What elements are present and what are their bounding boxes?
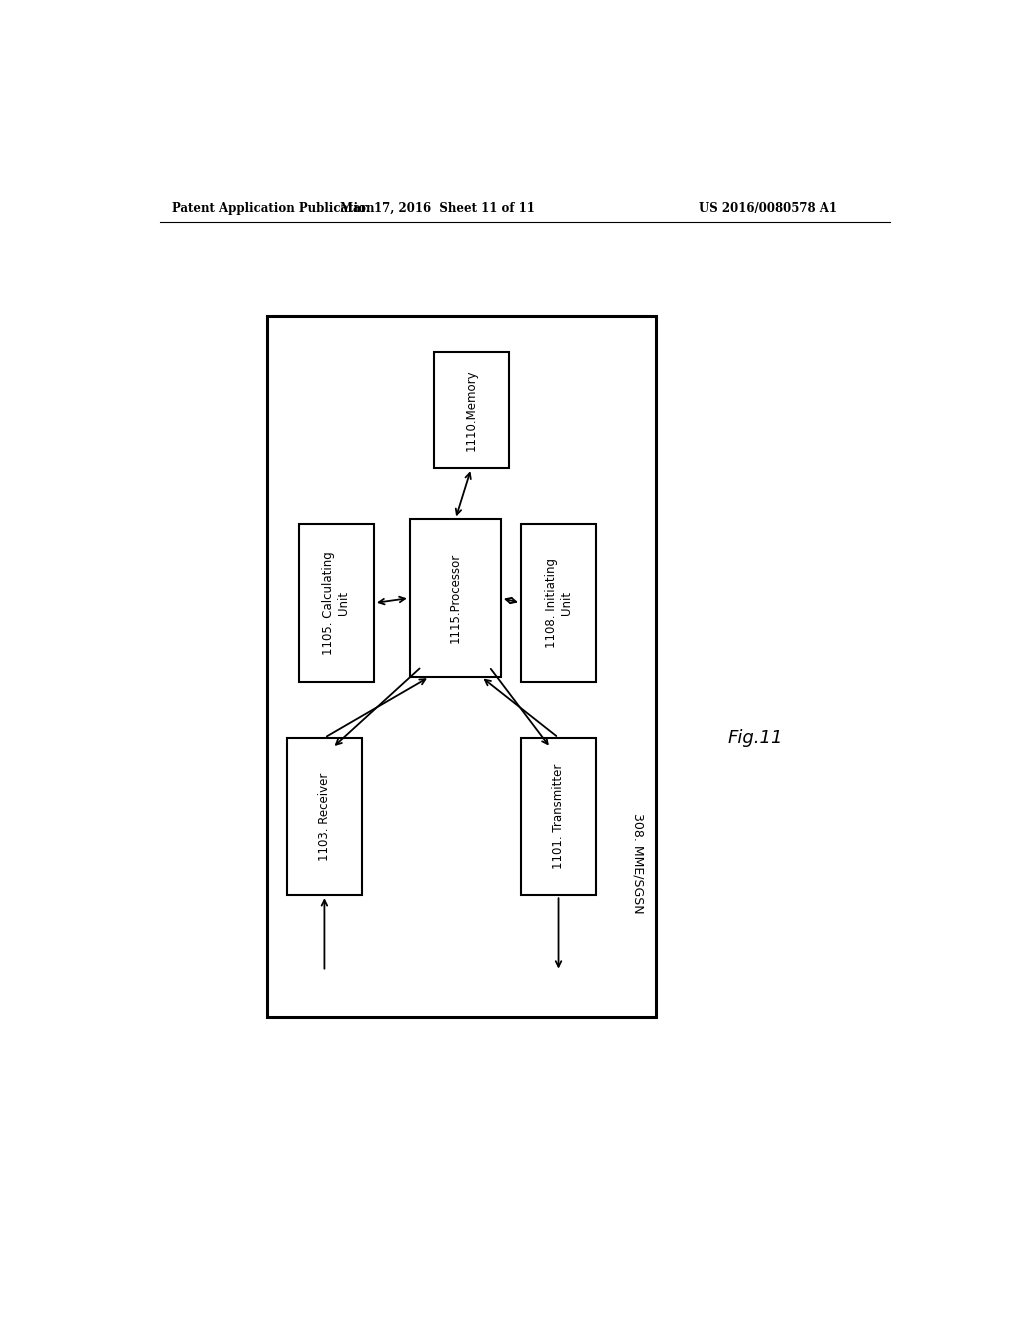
Bar bbox=[299, 524, 374, 682]
Text: Fig.11: Fig.11 bbox=[727, 729, 782, 747]
Bar bbox=[287, 738, 362, 895]
Bar bbox=[433, 351, 509, 469]
Bar bbox=[521, 524, 596, 682]
Text: 1105. Calculating
Unit: 1105. Calculating Unit bbox=[323, 552, 350, 655]
Text: 1115.Processor: 1115.Processor bbox=[449, 553, 462, 643]
Text: 1108. Initiating
Unit: 1108. Initiating Unit bbox=[545, 558, 572, 648]
Text: 1103. Receiver: 1103. Receiver bbox=[317, 772, 331, 861]
Text: Patent Application Publication: Patent Application Publication bbox=[172, 202, 374, 215]
Bar bbox=[521, 738, 596, 895]
Bar bbox=[410, 519, 501, 677]
Text: 1110.Memory: 1110.Memory bbox=[465, 370, 478, 450]
Bar bbox=[267, 315, 655, 1018]
Text: 308. MME/SGSN: 308. MME/SGSN bbox=[632, 813, 645, 913]
Text: US 2016/0080578 A1: US 2016/0080578 A1 bbox=[699, 202, 838, 215]
Text: 1101. Transmitter: 1101. Transmitter bbox=[552, 764, 565, 869]
Text: Mar. 17, 2016  Sheet 11 of 11: Mar. 17, 2016 Sheet 11 of 11 bbox=[340, 202, 535, 215]
